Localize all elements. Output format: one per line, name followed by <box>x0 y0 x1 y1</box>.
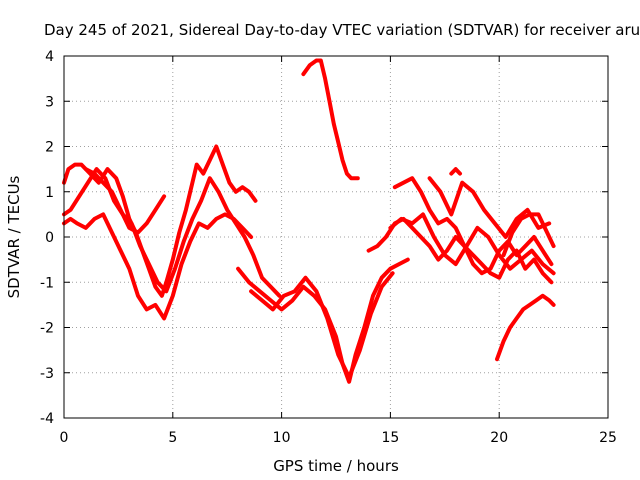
y-tick-label: 1 <box>45 185 54 201</box>
y-tick-label: -2 <box>40 321 54 337</box>
axis-ticks: 0 5 10 15 20 25 -4 -3 -2 -1 0 1 2 3 4 <box>40 49 617 446</box>
grid <box>64 56 608 418</box>
series-track-c <box>62 212 254 321</box>
y-tick-label: -3 <box>40 366 54 382</box>
y-tick-label: 2 <box>45 140 54 156</box>
series-track-l <box>495 293 556 362</box>
chart-title: Day 245 of 2021, Sidereal Day-to-day VTE… <box>44 21 640 39</box>
series-track-g <box>301 58 360 181</box>
y-axis-label: SDTVAR / TECUs <box>5 175 23 298</box>
x-tick-label: 15 <box>381 430 399 446</box>
series-track-i <box>392 176 554 285</box>
x-tick-label: 0 <box>60 430 69 446</box>
series-track-j <box>388 212 556 276</box>
series-track-n <box>449 167 462 176</box>
x-tick-label: 20 <box>490 430 508 446</box>
y-tick-label: 0 <box>45 230 54 246</box>
series-track-f <box>249 271 395 380</box>
x-tick-label: 5 <box>168 430 177 446</box>
series-track-e <box>236 257 410 384</box>
series-layer <box>62 58 556 384</box>
y-tick-label: -1 <box>40 275 54 291</box>
series-track-k <box>427 176 552 239</box>
y-tick-label: -4 <box>40 411 54 427</box>
y-tick-label: 3 <box>45 94 54 110</box>
series-track-d <box>83 167 167 235</box>
series-track-m <box>501 212 556 258</box>
series-track-b <box>62 167 282 298</box>
y-tick-label: 4 <box>45 49 54 65</box>
x-tick-label: 25 <box>599 430 617 446</box>
x-tick-label: 10 <box>273 430 291 446</box>
x-axis-label: GPS time / hours <box>273 457 399 475</box>
